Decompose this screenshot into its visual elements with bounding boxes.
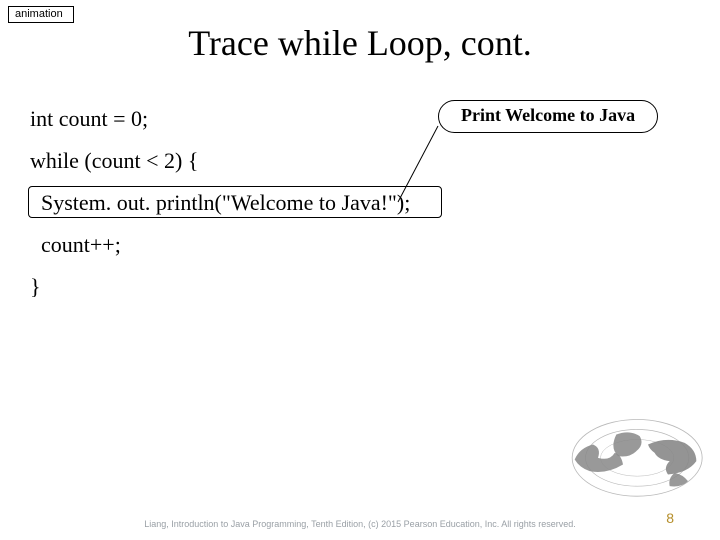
page-number: 8 [666, 510, 674, 526]
slide: animation Trace while Loop, cont. Print … [0, 0, 720, 540]
animation-tag: animation [8, 6, 74, 23]
code-line-2: while (count < 2) { [30, 150, 410, 172]
code-line-1: int count = 0; [30, 108, 410, 130]
slide-title: Trace while Loop, cont. [0, 22, 720, 64]
footer-text: Liang, Introduction to Java Programming,… [0, 519, 720, 530]
code-line-5: } [30, 276, 410, 298]
callout-box: Print Welcome to Java [438, 100, 658, 133]
globe-icon [558, 392, 708, 502]
code-line-4: count++; [30, 234, 410, 256]
highlight-box [28, 186, 442, 218]
